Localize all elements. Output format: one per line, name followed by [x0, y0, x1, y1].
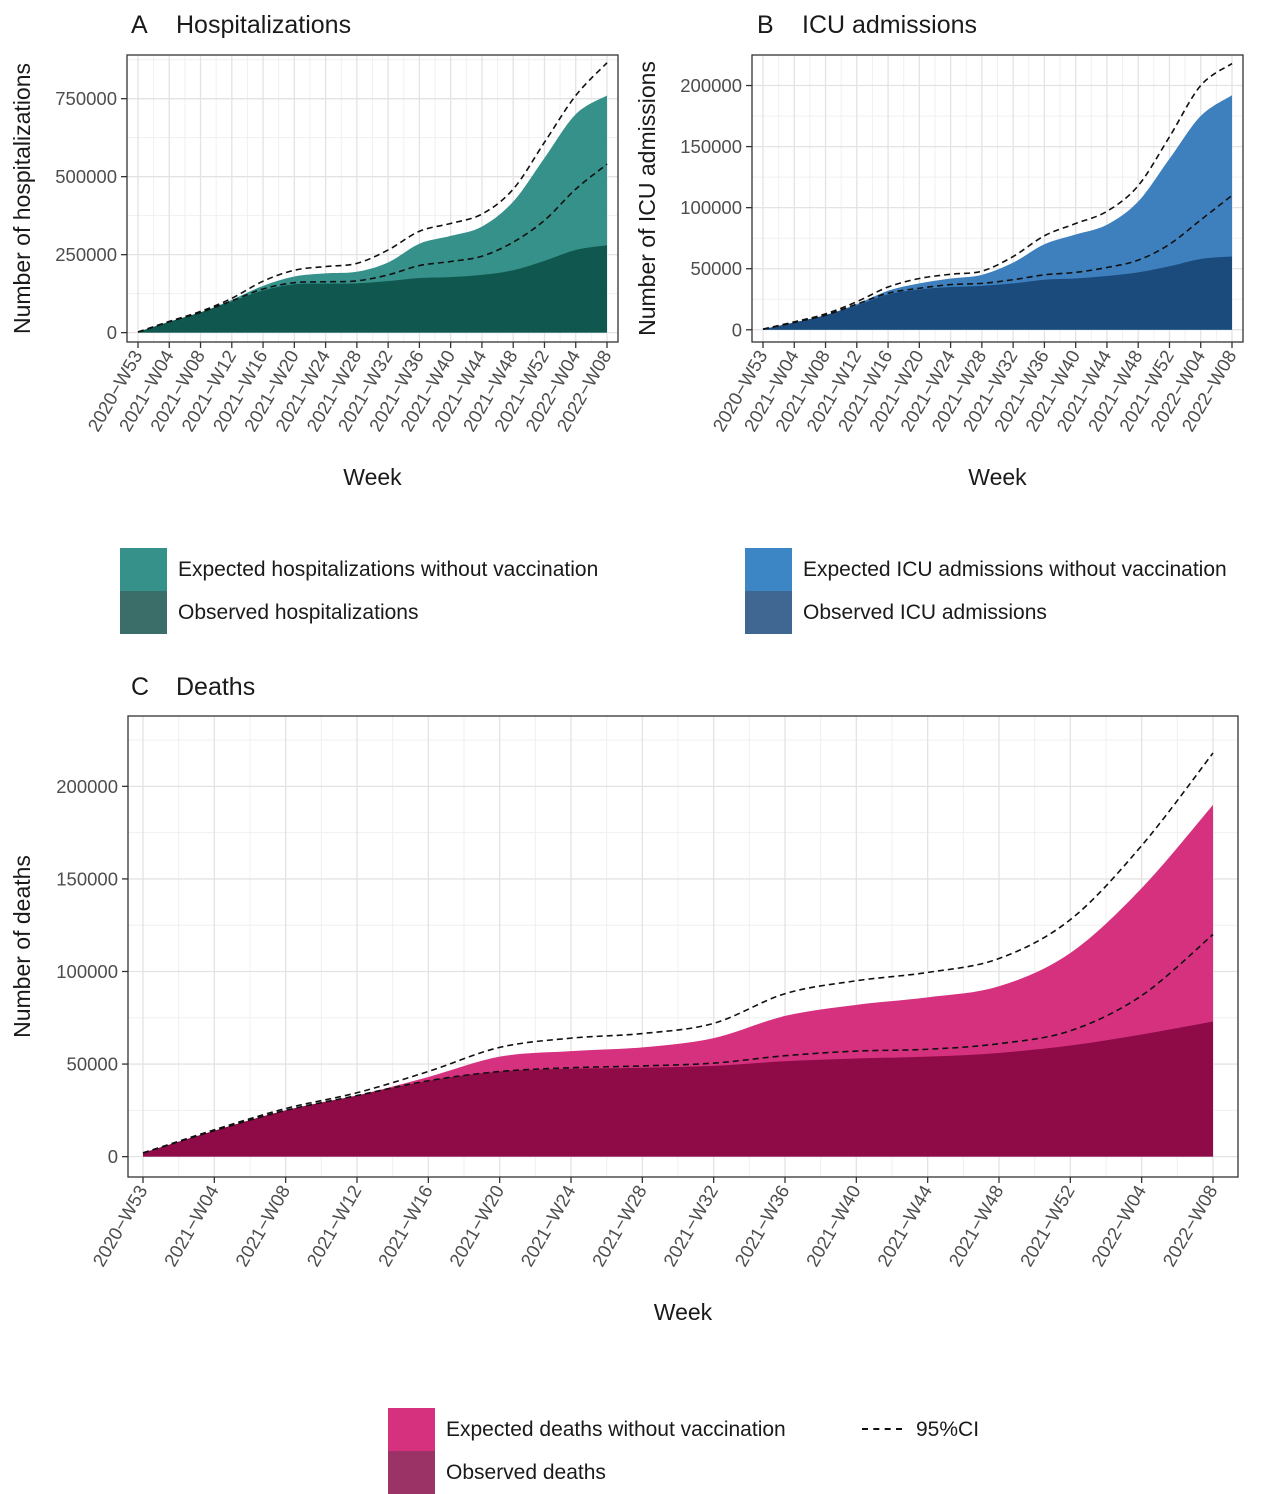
y-tick-label: 150000	[56, 868, 118, 889]
x-tick-label: 2020−W53	[88, 1182, 151, 1270]
area-observed	[138, 245, 607, 333]
area-expected	[138, 95, 607, 333]
area-expected	[763, 95, 1232, 330]
y-tick-label: 150000	[680, 136, 742, 157]
x-axis-title: Week	[343, 464, 402, 490]
ci-upper-line	[137, 62, 608, 333]
x-axis-title: Week	[968, 464, 1027, 490]
legend-swatch-observed-hospitalizations	[120, 591, 167, 634]
y-tick-label: 100000	[680, 197, 742, 218]
chart-panel-b: 0500001000001500002000002020−W532021−W04…	[634, 11, 1244, 490]
y-tick-label: 0	[107, 322, 117, 343]
y-tick-label: 100000	[56, 961, 118, 982]
legend-item-expected-icu: Expected ICU admissions without vaccinat…	[745, 548, 1227, 591]
x-tick-label: 2021−W36	[730, 1182, 793, 1270]
panel-letter: A	[131, 11, 148, 39]
legend-label-expected-icu: Expected ICU admissions without vaccinat…	[803, 557, 1227, 581]
panel-title: Hospitalizations	[176, 11, 351, 39]
y-tick-label: 500000	[55, 166, 117, 187]
legend-item-expected-deaths: Expected deaths without vaccination	[388, 1408, 786, 1451]
legend-item-observed-hospitalizations: Observed hospitalizations	[120, 591, 418, 634]
legend-swatch-expected-deaths	[388, 1408, 435, 1451]
area-observed	[143, 1021, 1213, 1157]
x-tick-label: 2022−W08	[1158, 1182, 1221, 1270]
y-tick-label: 750000	[55, 88, 117, 109]
plot-border	[751, 54, 1244, 343]
plot-border	[127, 715, 1239, 1178]
area-observed	[763, 256, 1232, 330]
y-axis-title: Number of ICU admissions	[634, 61, 660, 336]
y-tick-label: 50000	[691, 258, 742, 279]
ci-upper-line	[762, 62, 1233, 330]
x-tick-label: 2021−W20	[445, 1182, 508, 1270]
legend-label-ci: 95%CI	[916, 1417, 980, 1441]
legend-item-ci: 95%CI	[862, 1408, 979, 1451]
chart-panel-c: 0 50000 100000 150000 200000 2020−W53 2021−W04…	[9, 673, 1239, 1325]
x-axis-title: Week	[654, 1299, 713, 1325]
legend-label-observed-icu: Observed ICU admissions	[803, 600, 1047, 624]
legend-item-expected-hospitalizations: Expected hospitalizations without vaccin…	[120, 548, 598, 591]
plot-border	[126, 54, 619, 343]
legend-label-expected-hospitalizations: Expected hospitalizations without vaccin…	[178, 557, 599, 581]
x-tick-label: 2021−W12	[302, 1182, 365, 1270]
legend-label-observed-deaths: Observed deaths	[446, 1460, 606, 1484]
legend-swatch-ci	[862, 1427, 902, 1432]
y-tick-label: 0	[732, 319, 742, 340]
x-tick-label: 2022−W04	[1087, 1182, 1150, 1270]
panel-letter: B	[757, 11, 774, 39]
legend-item-observed-deaths: Observed deaths	[388, 1451, 606, 1494]
x-tick-label: 2021−W08	[231, 1182, 294, 1270]
legend-swatch-expected-hospitalizations	[120, 548, 167, 591]
x-tick-label: 2021−W40	[802, 1182, 865, 1270]
legend-label-observed-hospitalizations: Observed hospitalizations	[178, 600, 419, 624]
y-tick-label: 50000	[67, 1054, 118, 1075]
x-tick-label: 2021−W16	[374, 1182, 437, 1270]
y-axis-title: Number of hospitalizations	[9, 63, 35, 334]
y-axis-title: Number of deaths	[9, 855, 35, 1038]
y-tick-label: 0	[108, 1146, 118, 1167]
panel-title: Deaths	[176, 673, 255, 701]
chart-panel-a: 02500005000007500002020−W532021−W042021−…	[9, 11, 619, 490]
legend-item-observed-icu: Observed ICU admissions	[745, 591, 1047, 634]
y-tick-label: 200000	[56, 776, 118, 797]
ci-lower-line	[137, 163, 608, 333]
ci-upper-line	[142, 752, 1214, 1154]
legend-swatch-expected-icu	[745, 548, 792, 591]
x-tick-label: 2021−W32	[659, 1182, 722, 1270]
panel-title: ICU admissions	[802, 11, 977, 39]
x-tick-label: 2021−W28	[588, 1182, 651, 1270]
y-tick-label: 200000	[680, 75, 742, 96]
x-tick-label: 2021−W04	[160, 1182, 223, 1270]
x-tick-label: 2021−W52	[1016, 1182, 1079, 1270]
x-tick-label: 2021−W44	[873, 1182, 936, 1270]
x-tick-label: 2021−W24	[516, 1182, 579, 1270]
x-tick-label: 2021−W48	[944, 1182, 1007, 1270]
y-tick-label: 250000	[55, 244, 117, 265]
legend-swatch-observed-deaths	[388, 1451, 435, 1494]
legend-label-expected-deaths: Expected deaths without vaccination	[446, 1417, 786, 1441]
ci-lower-line	[762, 194, 1233, 330]
panel-letter: C	[131, 673, 149, 701]
legend-swatch-observed-icu	[745, 591, 792, 634]
